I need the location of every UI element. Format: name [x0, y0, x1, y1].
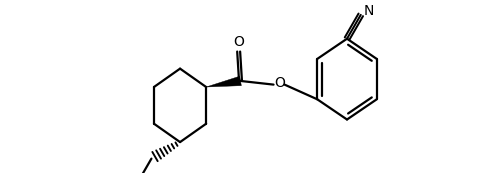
- Text: O: O: [233, 35, 244, 49]
- Polygon shape: [206, 76, 242, 87]
- Text: O: O: [275, 76, 286, 90]
- Text: N: N: [364, 4, 374, 18]
